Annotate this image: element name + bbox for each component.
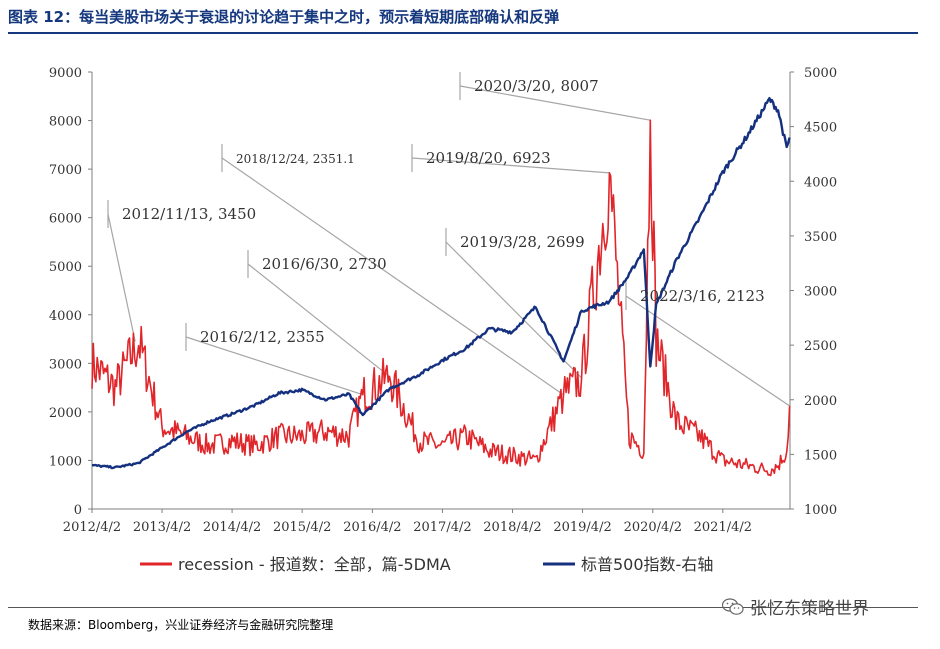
- right-tick-label: 2500: [804, 339, 837, 354]
- annotation-leader: [625, 295, 790, 407]
- annotation-label: 2018/12/24, 2351.1: [236, 152, 355, 166]
- annotation-leader: [247, 263, 390, 377]
- right-tick-label: 1500: [804, 448, 837, 463]
- left-tick-label: 0: [74, 503, 82, 518]
- left-tick-label: 2000: [49, 406, 82, 421]
- left-tick-label: 1000: [49, 454, 82, 469]
- annotations: 2012/11/13, 3450 2016/2/12, 2355 2016/6/30…: [122, 77, 765, 346]
- left-tick-label: 7000: [49, 163, 82, 178]
- annotation-label: 2022/3/16, 2123: [640, 287, 765, 305]
- right-tick-label: 3500: [804, 230, 837, 245]
- legend-label-sp500: 标普500指数-右轴: [581, 555, 713, 574]
- annotation-label: 2019/3/28, 2699: [460, 233, 585, 251]
- annotation-leader: [107, 213, 136, 342]
- x-tick-label: 2014/4/2: [203, 520, 261, 535]
- annotation-label: 2020/3/20, 8007: [474, 77, 599, 95]
- series-layer: [91, 97, 791, 477]
- annotation-leader: [411, 157, 610, 174]
- x-tick-label: 2016/4/2: [343, 520, 401, 535]
- left-tick-label: 3000: [49, 357, 82, 372]
- watermark: 张忆东策略世界: [722, 594, 869, 619]
- right-tick-label: 2000: [804, 394, 837, 409]
- x-tick-label: 2012/4/2: [63, 520, 121, 535]
- x-tick-label: 2017/4/2: [413, 520, 471, 535]
- annotation-label: 2019/8/20, 6923: [426, 149, 551, 167]
- right-tick-label: 1000: [804, 503, 837, 518]
- recession-series-line: [91, 119, 791, 477]
- chart: 0 1000 2000 3000 4000 5000 6000 7000 8000 9000 100…: [49, 66, 837, 574]
- left-tick-label: 4000: [49, 309, 82, 324]
- x-tick-label: 2018/4/2: [483, 520, 541, 535]
- x-tick-label: 2015/4/2: [273, 520, 331, 535]
- title-rule: [8, 32, 918, 34]
- figure-title: 图表 12：每当美股市场关于衰退的讨论趋于集中之时，预示着短期底部确认和反弹: [8, 8, 560, 26]
- right-tick-label: 4000: [804, 175, 837, 190]
- x-tick-label: 2013/4/2: [133, 520, 191, 535]
- legend: recession - 报道数：全部，篇-5DMA 标普500指数-右轴: [140, 555, 713, 574]
- sp500-series-line: [91, 97, 791, 470]
- x-tick-label: 2021/4/2: [694, 520, 752, 535]
- annotation-leader: [221, 157, 564, 396]
- right-tick-label: 4500: [804, 121, 837, 136]
- left-tick-label: 5000: [49, 260, 82, 275]
- watermark-text: 张忆东策略世界: [750, 599, 869, 619]
- wechat-icon: [722, 597, 744, 615]
- x-tick-label: 2019/4/2: [553, 520, 611, 535]
- left-tick-label: 8000: [49, 115, 82, 130]
- annotation-label: 2012/11/13, 3450: [122, 205, 256, 223]
- annotation-label: 2016/6/30, 2730: [262, 255, 387, 273]
- right-tick-label: 5000: [804, 66, 837, 81]
- annotation-label: 2016/2/12, 2355: [200, 328, 325, 346]
- source-rule: [8, 607, 918, 608]
- left-tick-label: 6000: [49, 212, 82, 227]
- x-tick-label: 2020/4/2: [624, 520, 682, 535]
- source-note: 数据来源：Bloomberg，兴业证券经济与金融研究院整理: [28, 618, 334, 632]
- right-tick-label: 3000: [804, 285, 837, 300]
- legend-label-recession: recession - 报道数：全部，篇-5DMA: [178, 555, 451, 574]
- left-tick-label: 9000: [49, 66, 82, 81]
- axes: 0 1000 2000 3000 4000 5000 6000 7000 8000 9000 100…: [49, 66, 837, 535]
- annotation-leader: [459, 85, 651, 121]
- annotation-leader: [185, 336, 363, 396]
